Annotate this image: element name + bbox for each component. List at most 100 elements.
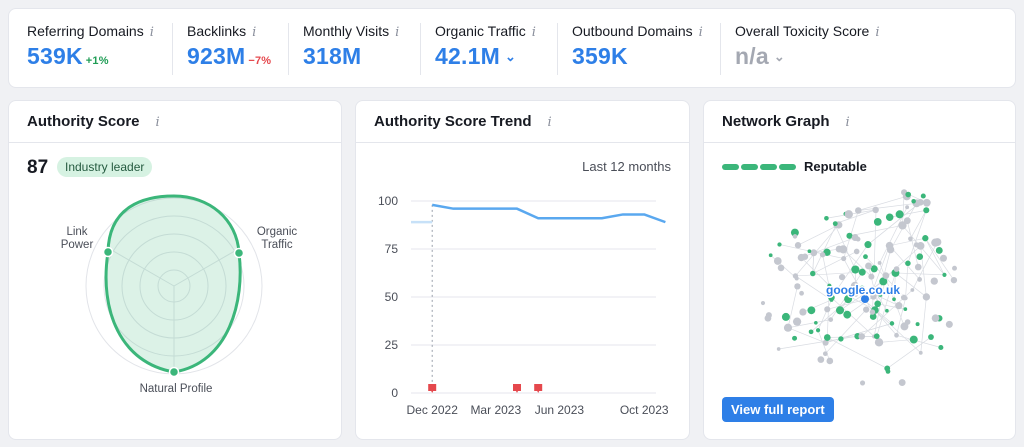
radar-point-natural-profile[interactable] [168, 366, 180, 378]
network-node [900, 294, 907, 301]
network-edge [835, 209, 876, 224]
network-node [905, 191, 912, 198]
authority-trend-card: Authority Score Trend i Last 12 months 0 2… [355, 100, 690, 440]
network-edge [849, 225, 903, 237]
network-node [846, 232, 853, 239]
metric-outbound-domains[interactable]: Outbound Domains i 359K [554, 9, 719, 89]
view-full-report-button[interactable]: View full report [722, 397, 834, 422]
network-edge [889, 237, 926, 247]
network-edge [817, 299, 832, 331]
network-edge [822, 254, 832, 298]
network-graph[interactable]: google.co.uk [704, 101, 1017, 441]
network-node [874, 300, 881, 308]
network-node [905, 260, 911, 267]
network-edge [858, 202, 917, 211]
network-node [815, 328, 821, 333]
network-node [790, 228, 799, 237]
metric-toxicity-score[interactable]: Overall Toxicity Score i n/a ⌄ [717, 9, 917, 89]
info-icon[interactable]: i [875, 25, 880, 40]
network-edge [896, 298, 906, 336]
period-label: Last 12 months [582, 159, 671, 174]
network-node [873, 333, 880, 340]
info-icon[interactable]: i [845, 115, 850, 130]
divider [557, 23, 558, 75]
network-node [905, 205, 910, 210]
network-node [898, 221, 907, 230]
network-edge [910, 210, 927, 239]
network-node [817, 356, 825, 363]
info-icon[interactable]: i [698, 25, 703, 40]
event-marker-icon[interactable] [513, 384, 521, 393]
network-node [868, 273, 875, 280]
info-icon[interactable]: i [547, 115, 552, 130]
network-node [852, 290, 859, 297]
network-node [913, 242, 919, 248]
network-node [870, 286, 876, 292]
network-edge [787, 327, 826, 344]
network-node [824, 306, 831, 313]
authority-score-value: 87 [27, 157, 49, 178]
network-node [865, 262, 872, 270]
event-marker-icon[interactable] [428, 384, 437, 393]
network-graph-card: Network Graph i Reputable google.co.uk Vi… [703, 100, 1016, 440]
event-marker-icon[interactable] [534, 384, 543, 393]
network-node [916, 253, 924, 260]
network-edge [858, 195, 907, 211]
info-icon[interactable]: i [395, 25, 400, 40]
network-center-node[interactable] [861, 295, 869, 303]
network-edge [812, 225, 836, 274]
reputation-label: Reputable [804, 159, 867, 174]
metric-backlinks[interactable]: Backlinks i 923M −7% [169, 9, 287, 89]
network-node [822, 339, 829, 346]
network-edge [831, 297, 875, 337]
network-node [884, 365, 891, 372]
network-edge [867, 202, 921, 245]
card-title: Authority Score Trend [374, 113, 532, 130]
network-node [845, 210, 850, 216]
metric-label: Organic Traffic [435, 23, 526, 39]
network-edge [895, 272, 945, 276]
info-icon[interactable]: i [155, 115, 160, 130]
network-edge [878, 339, 914, 343]
metric-monthly-visits[interactable]: Monthly Visits i 318M [285, 9, 413, 89]
network-edge [797, 224, 839, 246]
network-node [797, 253, 806, 262]
divider [420, 23, 421, 75]
divider [172, 23, 173, 75]
network-node [874, 338, 884, 347]
trend-chart: 0 25 50 75 100 Dec 2022 Mar 2023 Jun 2023 Oct 20… [378, 194, 669, 417]
info-icon[interactable]: i [531, 25, 536, 40]
network-node [814, 320, 818, 325]
metric-organic-traffic[interactable]: Organic Traffic i 42.1M ⌄ [417, 9, 553, 89]
network-node [903, 307, 908, 311]
network-node [877, 261, 882, 265]
network-node [928, 334, 934, 340]
network-node [794, 276, 799, 281]
x-tick-label: Mar 2023 [470, 403, 521, 417]
network-edge [873, 245, 890, 289]
network-node [918, 350, 923, 355]
network-edge [827, 299, 865, 310]
radar-point-organic-traffic[interactable] [233, 247, 245, 259]
authority-score-card: Authority Score i 87 Industry leader Link… [8, 100, 342, 440]
network-node [923, 207, 930, 214]
network-node [794, 283, 801, 290]
reputation-segment [779, 163, 796, 170]
chevron-down-icon[interactable]: ⌄ [773, 49, 785, 64]
network-node [915, 322, 920, 327]
network-node [889, 321, 895, 326]
network-node [869, 309, 876, 315]
network-node [792, 234, 798, 239]
metric-referring-domains[interactable]: Referring Domains i 539K +1% [9, 9, 171, 89]
radar-point-link-power[interactable] [102, 246, 114, 258]
info-icon[interactable]: i [252, 25, 257, 40]
authority-radar [85, 194, 263, 378]
divider [704, 142, 1015, 143]
info-icon[interactable]: i [149, 25, 154, 40]
network-node [895, 210, 904, 219]
y-tick-label: 75 [385, 242, 399, 256]
chevron-down-icon[interactable]: ⌄ [504, 49, 517, 64]
network-edge [889, 209, 927, 218]
network-node [794, 242, 802, 249]
network-node [859, 380, 866, 386]
